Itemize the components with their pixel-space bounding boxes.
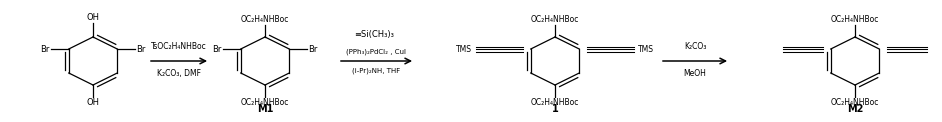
Text: (PPh₃)₂PdCl₂ , CuI: (PPh₃)₂PdCl₂ , CuI xyxy=(347,49,407,55)
Text: ≡Si(CH₃)₃: ≡Si(CH₃)₃ xyxy=(354,30,395,39)
Text: OH: OH xyxy=(87,98,100,107)
Text: OH: OH xyxy=(87,13,100,22)
Text: 1: 1 xyxy=(552,104,559,114)
Text: Br: Br xyxy=(212,45,221,54)
Text: M2: M2 xyxy=(847,104,863,114)
Text: TsOC₂H₄NHBoc: TsOC₂H₄NHBoc xyxy=(151,42,207,51)
Text: MeOH: MeOH xyxy=(684,69,706,78)
Text: OC₂H₄NHBoc: OC₂H₄NHBoc xyxy=(530,15,579,24)
Text: OC₂H₄NHBoc: OC₂H₄NHBoc xyxy=(530,98,579,107)
Text: M1: M1 xyxy=(257,104,273,114)
Text: OC₂H₄NHBoc: OC₂H₄NHBoc xyxy=(241,98,289,107)
Text: TMS: TMS xyxy=(639,45,655,54)
Text: Br: Br xyxy=(41,45,50,54)
Text: K₂CO₃: K₂CO₃ xyxy=(684,42,706,51)
Text: OC₂H₄NHBoc: OC₂H₄NHBoc xyxy=(241,15,289,24)
Text: OC₂H₄NHBoc: OC₂H₄NHBoc xyxy=(831,98,879,107)
Text: Br: Br xyxy=(308,45,317,54)
Text: (i-Pr)₂NH, THF: (i-Pr)₂NH, THF xyxy=(352,67,400,73)
Text: TMS: TMS xyxy=(456,45,472,54)
Text: K₂CO₃, DMF: K₂CO₃, DMF xyxy=(157,69,201,78)
Text: OC₂H₄NHBoc: OC₂H₄NHBoc xyxy=(831,15,879,24)
Text: Br: Br xyxy=(137,45,146,54)
